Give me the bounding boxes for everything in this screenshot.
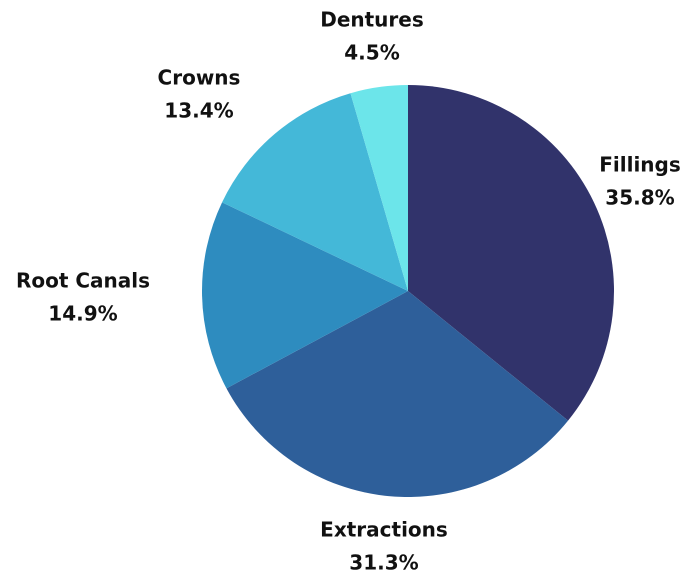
pie-slice-fillings [408, 85, 615, 421]
slice-name-label: Extractions [320, 518, 448, 542]
pie-slice-dentures [350, 85, 408, 291]
pie-labels: Fillings 35.8% Extractions 31.3% Root Canals… [16, 8, 681, 575]
slice-name-label: Crowns [158, 66, 241, 90]
pie-slice-crowns [222, 93, 408, 291]
slice-name-label: Root Canals [16, 269, 150, 293]
slice-name-label: Fillings [599, 153, 681, 177]
slice-percent-label: 31.3% [349, 551, 418, 575]
slice-percent-label: 35.8% [605, 186, 674, 210]
slice-percent-label: 4.5% [344, 41, 399, 65]
slice-name-label: Dentures [320, 8, 424, 32]
pie-slice-extractions [226, 291, 569, 498]
pie-slices [202, 85, 615, 498]
slice-percent-label: 14.9% [48, 302, 117, 326]
slice-percent-label: 13.4% [164, 99, 233, 123]
pie-slice-root-canals [202, 202, 408, 389]
